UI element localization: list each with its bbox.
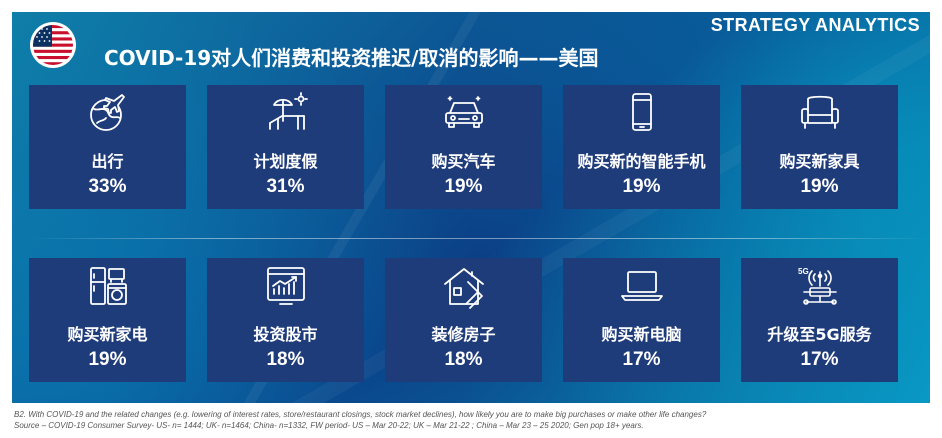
card-label: 投资股市 <box>253 325 318 344</box>
card-renovation: 装修房子 18% <box>385 258 542 382</box>
card-label: 购买新家具 <box>779 152 860 171</box>
header-banner: STRATEGY ANALYTICS COVID-19对人们消费和投资推迟/取消… <box>12 12 930 403</box>
card-label: 升级至5G服务 <box>767 325 872 344</box>
beach-lounger-icon <box>262 89 310 137</box>
card-5g: 5G 升级至5G服务 17% <box>741 258 898 382</box>
card-label: 购买新家电 <box>67 325 148 344</box>
card-label: 装修房子 <box>431 325 496 344</box>
card-percentage: 19% <box>622 176 661 197</box>
card-label: 购买汽车 <box>431 152 496 171</box>
card-vacation: 计划度假 31% <box>207 85 364 209</box>
card-percentage: 17% <box>622 349 661 370</box>
5g-network-icon: 5G <box>796 262 844 310</box>
footnote-question: B2. With COVID-19 and the related change… <box>14 410 707 419</box>
card-label: 计划度假 <box>253 152 318 171</box>
card-percentage: 33% <box>88 176 127 197</box>
card-travel: 出行 33% <box>29 85 186 209</box>
footnote-source: Source – COVID-19 Consumer Survey- US- n… <box>14 421 644 430</box>
card-smartphone: 购买新的智能手机 19% <box>563 85 720 209</box>
armchair-icon <box>796 89 844 137</box>
house-renovation-icon <box>440 262 488 310</box>
divider <box>30 238 930 239</box>
us-flag-icon <box>30 22 76 68</box>
5g-icon-text: 5G <box>798 267 809 276</box>
card-label: 购买新的智能手机 <box>577 152 706 171</box>
globe-plane-icon <box>84 89 132 137</box>
smartphone-icon <box>618 89 666 137</box>
card-furniture: 购买新家具 19% <box>741 85 898 209</box>
brand-logo: STRATEGY ANALYTICS <box>710 15 920 35</box>
card-percentage: 31% <box>266 176 305 197</box>
footnote: B2. With COVID-19 and the related change… <box>14 409 934 431</box>
card-computer: 购买新电脑 17% <box>563 258 720 382</box>
card-percentage: 19% <box>88 349 127 370</box>
card-stock-market: 投资股市 18% <box>207 258 364 382</box>
card-percentage: 19% <box>444 176 483 197</box>
card-appliances: 购买新家电 19% <box>29 258 186 382</box>
car-icon <box>440 89 488 137</box>
stock-chart-icon <box>262 262 310 310</box>
card-car: 购买汽车 19% <box>385 85 542 209</box>
card-percentage: 18% <box>444 349 483 370</box>
card-percentage: 17% <box>800 349 839 370</box>
card-label: 购买新电脑 <box>601 325 682 344</box>
card-percentage: 19% <box>800 176 839 197</box>
card-label: 出行 <box>91 152 124 171</box>
page-title: COVID-19对人们消费和投资推迟/取消的影响——美国 <box>104 46 599 70</box>
laptop-icon <box>618 262 666 310</box>
card-percentage: 18% <box>266 349 305 370</box>
appliances-icon <box>84 262 132 310</box>
